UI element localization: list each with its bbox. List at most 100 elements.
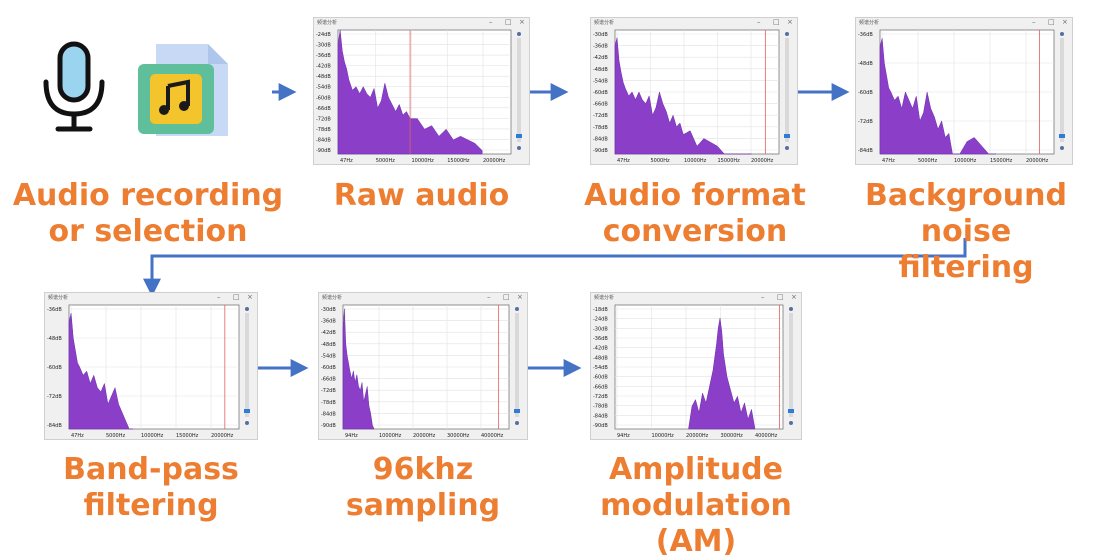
scroll-thumb[interactable] bbox=[1059, 134, 1065, 138]
close-icon[interactable]: × bbox=[791, 293, 797, 301]
x-tick-label: 30000Hz bbox=[447, 433, 470, 439]
panel-title: 频谱分析 bbox=[859, 20, 880, 26]
x-tick-label: 40000Hz bbox=[755, 433, 778, 439]
maximize-icon[interactable]: □ bbox=[1048, 18, 1055, 26]
y-tick-label: -72dB bbox=[47, 394, 62, 400]
zoom-out-icon[interactable] bbox=[785, 146, 789, 150]
minimize-icon[interactable]: – bbox=[217, 293, 221, 301]
arrow-noise-to-bandpass bbox=[143, 238, 967, 297]
maximize-icon[interactable]: □ bbox=[233, 293, 240, 301]
close-icon[interactable]: × bbox=[787, 18, 793, 26]
x-tick-label: 10000Hz bbox=[954, 158, 977, 164]
x-tick-label: 10000Hz bbox=[684, 158, 707, 164]
y-tick-label: -24dB bbox=[316, 32, 331, 38]
zoom-out-icon[interactable] bbox=[1060, 146, 1064, 150]
minimize-icon[interactable]: – bbox=[757, 18, 761, 26]
x-tick-label: 47Hz bbox=[617, 158, 630, 164]
scroll-thumb[interactable] bbox=[516, 134, 522, 138]
zoom-out-icon[interactable] bbox=[245, 421, 249, 425]
x-tick-label: 10000Hz bbox=[379, 433, 402, 439]
panel-title: 频谱分析 bbox=[317, 20, 338, 26]
x-tick-label: 47Hz bbox=[340, 158, 353, 164]
y-tick-label: -60dB bbox=[593, 90, 608, 96]
label-sampling: 96khz sampling bbox=[345, 452, 501, 523]
x-tick-label: 30000Hz bbox=[721, 433, 744, 439]
y-tick-label: -36dB bbox=[593, 44, 608, 50]
x-tick-label: 15000Hz bbox=[176, 433, 199, 439]
x-tick-label: 94Hz bbox=[345, 433, 358, 439]
zoom-out-icon[interactable] bbox=[789, 421, 793, 425]
y-tick-label: -84dB bbox=[858, 148, 873, 154]
label-raw: Raw audio bbox=[333, 178, 510, 213]
spectrum-chart: -30dB -36dB -42dB -48dB -54dB -60dB -66dB -72dB… bbox=[593, 29, 790, 164]
minimize-icon[interactable]: – bbox=[489, 18, 493, 26]
close-icon[interactable]: × bbox=[517, 293, 523, 301]
y-tick-label: -48dB bbox=[593, 67, 608, 73]
y-tick-label: -78dB bbox=[316, 127, 331, 133]
spectrum-area bbox=[688, 318, 756, 430]
spectrum-area bbox=[342, 308, 375, 430]
spectrum-chart: -36dB -48dB -60dB -72dB -84dB 47Hz 5000Hz 10000… bbox=[858, 29, 1065, 164]
zoom-in-icon[interactable] bbox=[785, 32, 789, 36]
y-tick-label: -66dB bbox=[316, 106, 331, 112]
x-tick-label: 10000Hz bbox=[652, 433, 675, 439]
close-icon[interactable]: × bbox=[519, 18, 525, 26]
y-tick-label: -48dB bbox=[47, 336, 62, 342]
y-tick-label: -78dB bbox=[321, 400, 336, 406]
x-tick-label: 20000Hz bbox=[413, 433, 436, 439]
y-tick-label: -36dB bbox=[593, 336, 608, 342]
maximize-icon[interactable]: □ bbox=[503, 293, 510, 301]
close-icon[interactable]: × bbox=[1062, 18, 1068, 26]
y-tick-label: -60dB bbox=[316, 95, 331, 101]
maximize-icon[interactable]: □ bbox=[777, 293, 784, 301]
y-tick-label: -90dB bbox=[321, 423, 336, 429]
label-am: Amplitude modulation (AM) bbox=[600, 452, 792, 559]
spectrum-area bbox=[68, 313, 133, 430]
zoom-in-icon[interactable] bbox=[789, 307, 793, 311]
minimize-icon[interactable]: – bbox=[761, 293, 765, 301]
y-tick-label: -54dB bbox=[321, 353, 336, 359]
scroll-thumb[interactable] bbox=[784, 134, 790, 138]
x-tick-label: 47Hz bbox=[71, 433, 84, 439]
y-tick-label: -78dB bbox=[593, 404, 608, 410]
zoom-in-icon[interactable] bbox=[1060, 32, 1064, 36]
x-tick-label: 94Hz bbox=[617, 433, 630, 439]
level-scrollbar[interactable] bbox=[785, 38, 789, 142]
spectrum-chart: -24dB -30dB -36dB -42dB -48dB -54dB -60dB -66dB… bbox=[316, 29, 522, 164]
zoom-in-icon[interactable] bbox=[517, 32, 521, 36]
level-scrollbar[interactable] bbox=[789, 313, 793, 417]
scroll-thumb[interactable] bbox=[788, 409, 794, 413]
maximize-icon[interactable]: □ bbox=[505, 18, 512, 26]
scroll-thumb[interactable] bbox=[244, 409, 250, 413]
scroll-thumb[interactable] bbox=[514, 409, 520, 413]
x-tick-label: 15000Hz bbox=[447, 158, 470, 164]
zoom-out-icon[interactable] bbox=[517, 146, 521, 150]
y-tick-label: -54dB bbox=[593, 365, 608, 371]
level-scrollbar[interactable] bbox=[515, 313, 519, 417]
x-tick-label: 47Hz bbox=[882, 158, 895, 164]
y-tick-label: -42dB bbox=[316, 64, 331, 70]
y-tick-label: -78dB bbox=[593, 125, 608, 131]
level-scrollbar[interactable] bbox=[1060, 38, 1064, 142]
zoom-in-icon[interactable] bbox=[245, 307, 249, 311]
x-tick-label: 20000Hz bbox=[751, 158, 774, 164]
minimize-icon[interactable]: – bbox=[487, 293, 491, 301]
label-noise: Background noise filtering bbox=[865, 178, 1067, 285]
y-tick-label: -36dB bbox=[316, 53, 331, 59]
x-tick-label: 15000Hz bbox=[718, 158, 741, 164]
y-tick-label: -60dB bbox=[321, 365, 336, 371]
level-scrollbar[interactable] bbox=[245, 313, 249, 417]
x-tick-label: 15000Hz bbox=[990, 158, 1013, 164]
y-tick-label: -90dB bbox=[593, 423, 608, 429]
y-tick-label: -36dB bbox=[321, 319, 336, 325]
zoom-in-icon[interactable] bbox=[515, 307, 519, 311]
level-scrollbar[interactable] bbox=[517, 38, 521, 142]
close-icon[interactable]: × bbox=[247, 293, 253, 301]
y-tick-label: -48dB bbox=[321, 342, 336, 348]
zoom-out-icon[interactable] bbox=[515, 421, 519, 425]
minimize-icon[interactable]: – bbox=[1032, 18, 1036, 26]
y-tick-label: -72dB bbox=[593, 113, 608, 119]
maximize-icon[interactable]: □ bbox=[773, 18, 780, 26]
y-tick-label: -54dB bbox=[316, 85, 331, 91]
x-tick-label: 20000Hz bbox=[1026, 158, 1049, 164]
